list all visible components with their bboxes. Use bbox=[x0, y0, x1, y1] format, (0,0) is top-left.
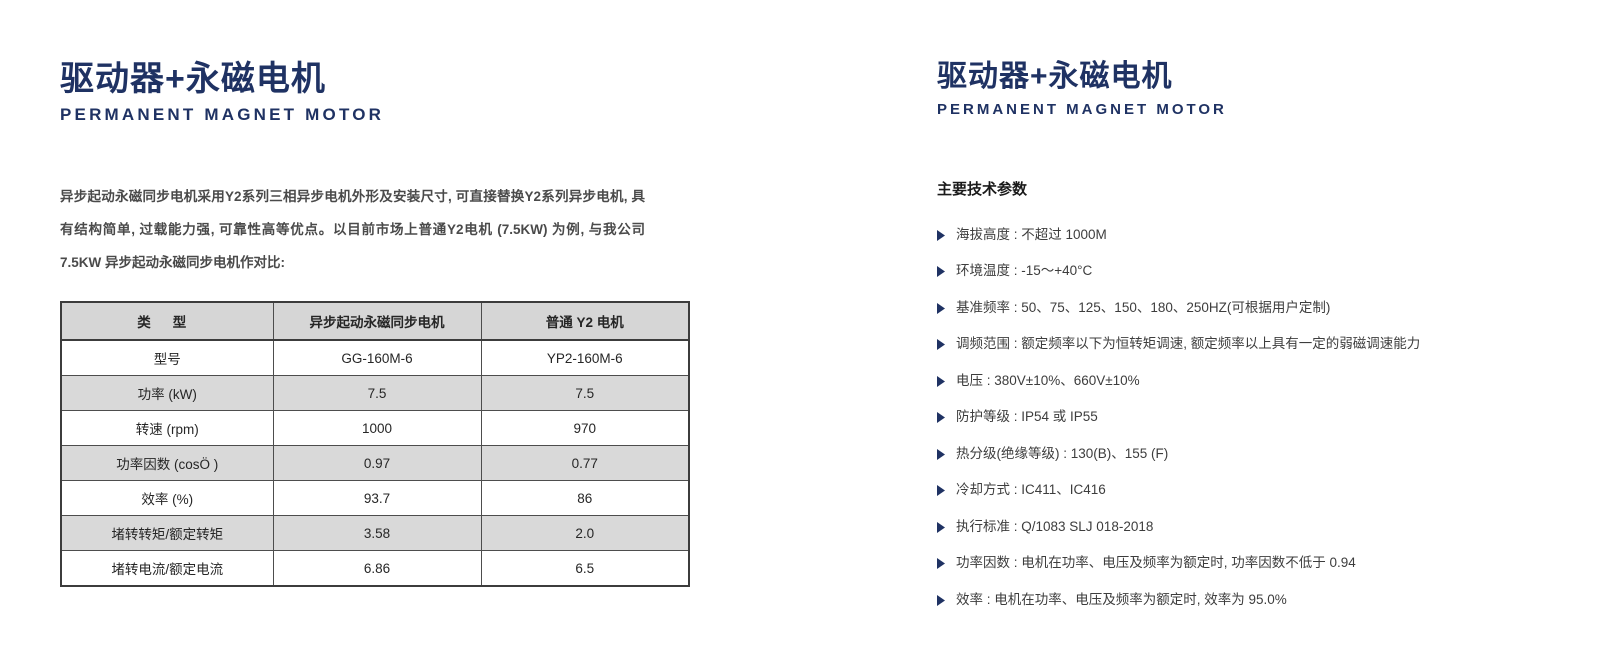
list-item-label: 电压 : 380V±10%、660V±10% bbox=[956, 372, 1140, 388]
table-row: 功率 (kW) 7.5 7.5 bbox=[60, 375, 690, 412]
table-row: 堵转转矩/额定转矩 3.58 2.0 bbox=[60, 515, 690, 552]
list-item-label: 冷却方式 : IC411、IC416 bbox=[956, 482, 1106, 497]
left-brand-subtitle: PERMANENT MAGNET MOTOR bbox=[60, 105, 385, 125]
intro-paragraph: 异步起动永磁同步电机采用Y2系列三相异步电机外形及安装尺寸, 可直接替换Y2系列… bbox=[60, 189, 645, 271]
row-value-pm: 3.58 bbox=[272, 515, 482, 552]
row-label: 功率 (kW) bbox=[60, 375, 274, 412]
row-value-y2: 0.77 bbox=[480, 445, 690, 482]
right-brand-title: 驱动器+永磁电机 bbox=[937, 60, 1173, 93]
triangle-bullet-icon bbox=[937, 412, 945, 423]
row-value-y2: 7.5 bbox=[480, 375, 690, 412]
list-item-label: 环境温度 : -15～+40°C bbox=[956, 263, 1093, 278]
row-value-pm: GG-160M-6 bbox=[272, 339, 482, 377]
list-item: 电压 : 380V±10%、660V±10% bbox=[937, 363, 1537, 400]
triangle-bullet-icon bbox=[937, 558, 945, 569]
triangle-bullet-icon bbox=[937, 448, 945, 460]
list-item: 功率因数 : 电机在功率、电压及频率为额定时, 功率因数不低于 0.94 bbox=[937, 545, 1537, 582]
triangle-bullet-icon bbox=[937, 266, 945, 277]
list-item-label: 海拔高度 : 不超过 1000M bbox=[956, 226, 1107, 242]
table-row: 型号 GG-160M-6 YP2-160M-6 bbox=[60, 339, 690, 377]
triangle-bullet-icon bbox=[937, 302, 945, 314]
list-item-label: 防护等级 : IP54 或 IP55 bbox=[956, 409, 1098, 424]
triangle-bullet-icon bbox=[937, 594, 945, 606]
list-item: 基准频率 : 50、75、125、150、180、250HZ(可根据用户定制) bbox=[937, 290, 1537, 327]
row-value-pm: 7.5 bbox=[272, 375, 482, 412]
table-header-type: 类型 bbox=[60, 301, 274, 342]
triangle-bullet-icon bbox=[937, 521, 945, 533]
table-row: 效率 (%) 93.7 86 bbox=[60, 480, 690, 517]
row-label: 堵转电流/额定电流 bbox=[60, 550, 274, 587]
row-value-pm: 0.97 bbox=[272, 445, 482, 482]
list-item: 海拔高度 : 不超过 1000M bbox=[937, 217, 1537, 254]
row-value-y2: 86 bbox=[480, 480, 690, 517]
list-item: 防护等级 : IP54 或 IP55 bbox=[937, 399, 1537, 436]
left-brand-title: 驱动器+永磁电机 bbox=[60, 60, 326, 98]
table-header-y2: 普通 Y2 电机 bbox=[480, 301, 690, 342]
params-list: 海拔高度 : 不超过 1000M 环境温度 : -15～+40°C 基准频率 :… bbox=[937, 217, 1537, 619]
row-label: 转速 (rpm) bbox=[60, 410, 274, 447]
comparison-table: 类型 异步起动永磁同步电机 普通 Y2 电机 型号 GG-160M-6 YP2-… bbox=[60, 301, 690, 588]
table-row: 转速 (rpm) 1000 970 bbox=[60, 410, 690, 447]
triangle-bullet-icon bbox=[937, 485, 945, 496]
right-brand-subtitle: PERMANENT MAGNET MOTOR bbox=[937, 100, 1227, 118]
list-item-label: 热分级(绝缘等级) : 130(B)、155 (F) bbox=[956, 445, 1169, 461]
right-panel: 驱动器+永磁电机 PERMANENT MAGNET MOTOR 主要技术参数 海… bbox=[937, 60, 1537, 618]
row-value-y2: YP2-160M-6 bbox=[480, 339, 690, 377]
row-value-y2: 6.5 bbox=[480, 550, 690, 587]
list-item: 环境温度 : -15～+40°C bbox=[937, 253, 1537, 290]
table-header-type-label: 类型 bbox=[137, 315, 209, 331]
list-item-label: 基准频率 : 50、75、125、150、180、250HZ(可根据用户定制) bbox=[956, 299, 1331, 315]
list-item-label: 效率 : 电机在功率、电压及频率为额定时, 效率为 95.0% bbox=[956, 591, 1287, 607]
row-value-pm: 6.86 bbox=[272, 550, 482, 587]
triangle-bullet-icon bbox=[937, 375, 945, 387]
table-row: 堵转电流/额定电流 6.86 6.5 bbox=[60, 550, 690, 587]
row-value-pm: 93.7 bbox=[272, 480, 482, 517]
row-value-y2: 970 bbox=[480, 410, 690, 447]
table-row: 功率因数 (cosÖ ) 0.97 0.77 bbox=[60, 445, 690, 482]
list-item: 效率 : 电机在功率、电压及频率为额定时, 效率为 95.0% bbox=[937, 582, 1537, 619]
table-body: 型号 GG-160M-6 YP2-160M-6 功率 (kW) 7.5 7.5 … bbox=[60, 339, 690, 587]
triangle-bullet-icon bbox=[937, 229, 945, 241]
row-value-pm: 1000 bbox=[272, 410, 482, 447]
list-item-label: 执行标准 : Q/1083 SLJ 018-2018 bbox=[956, 518, 1154, 534]
table-header-pm: 异步起动永磁同步电机 bbox=[272, 301, 482, 342]
row-label: 型号 bbox=[60, 339, 274, 377]
row-label: 效率 (%) bbox=[60, 480, 274, 517]
params-heading: 主要技术参数 bbox=[937, 180, 1028, 198]
left-panel: 驱动器+永磁电机 PERMANENT MAGNET MOTOR 异步起动永磁同步… bbox=[60, 60, 760, 588]
list-item: 调频范围 : 额定频率以下为恒转矩调速, 额定频率以上具有一定的弱磁调速能力 bbox=[937, 326, 1537, 363]
row-value-y2: 2.0 bbox=[480, 515, 690, 552]
row-label: 堵转转矩/额定转矩 bbox=[60, 515, 274, 552]
list-item-label: 调频范围 : 额定频率以下为恒转矩调速, 额定频率以上具有一定的弱磁调速能力 bbox=[956, 336, 1421, 351]
list-item: 热分级(绝缘等级) : 130(B)、155 (F) bbox=[937, 436, 1537, 473]
row-label: 功率因数 (cosÖ ) bbox=[60, 445, 274, 482]
table-header-row: 类型 异步起动永磁同步电机 普通 Y2 电机 bbox=[60, 301, 690, 342]
triangle-bullet-icon bbox=[937, 339, 945, 350]
list-item: 冷却方式 : IC411、IC416 bbox=[937, 472, 1537, 509]
list-item-label: 功率因数 : 电机在功率、电压及频率为额定时, 功率因数不低于 0.94 bbox=[956, 555, 1356, 570]
list-item: 执行标准 : Q/1083 SLJ 018-2018 bbox=[937, 509, 1537, 546]
